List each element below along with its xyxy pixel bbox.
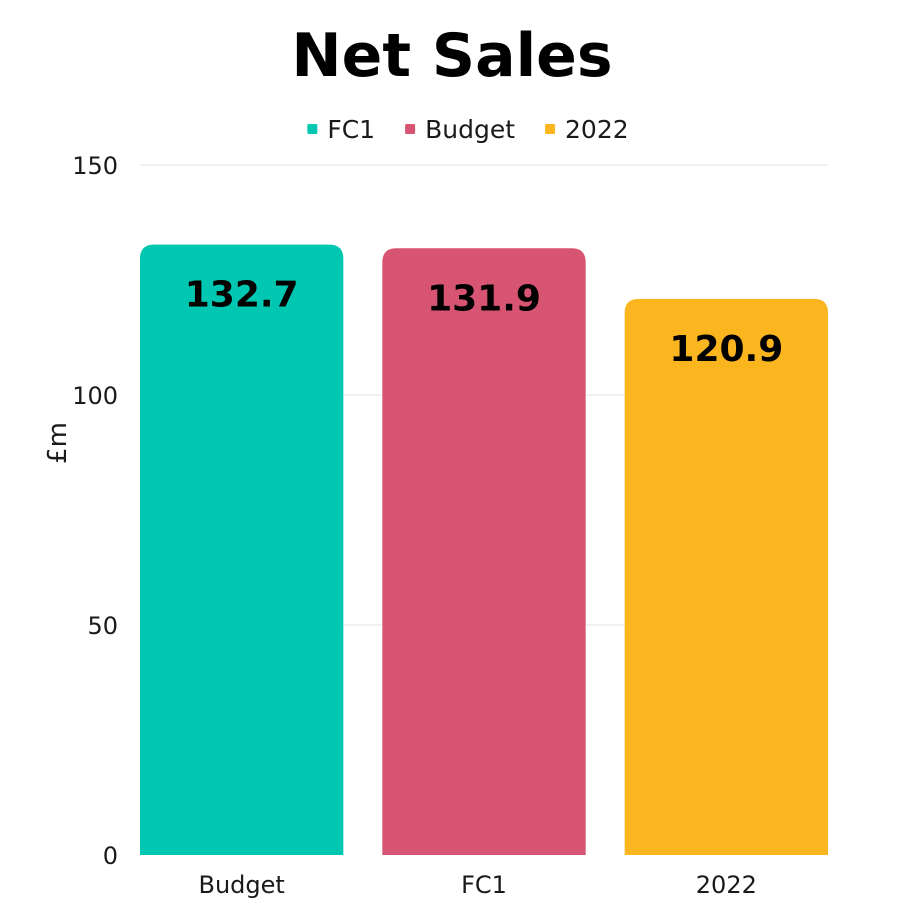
y-tick-label: 50 (87, 612, 118, 640)
data-label: 120.9 (669, 329, 783, 370)
x-category-label: 2022 (696, 871, 757, 899)
bar-2022 (624, 298, 828, 855)
bar-budget (140, 244, 344, 855)
legend-item: Budget (405, 115, 515, 144)
legend-label: 2022 (565, 115, 629, 144)
y-tick-label: 150 (72, 152, 118, 180)
data-labels: 132.7 131.9 120.9 (185, 275, 784, 370)
x-axis-categories: Budget FC1 2022 (199, 871, 757, 899)
legend-item: 2022 (545, 115, 629, 144)
y-tick-label: 100 (72, 382, 118, 410)
legend-item: FC1 (307, 115, 375, 144)
y-axis-label: £m (43, 422, 73, 464)
data-label: 131.9 (427, 278, 541, 319)
x-category-label: FC1 (461, 871, 507, 899)
data-label: 132.7 (185, 275, 299, 316)
bar-fc1 (382, 248, 586, 855)
y-tick-label: 0 (103, 842, 118, 870)
legend-swatch (405, 124, 416, 134)
legend-swatch (545, 124, 556, 134)
x-category-label: Budget (199, 871, 285, 899)
bars (140, 244, 828, 855)
chart-title: Net Sales (291, 21, 612, 91)
y-axis-ticks: 0 50 100 150 (72, 152, 118, 870)
chart-legend: FC1 Budget 2022 (307, 115, 629, 144)
legend-label: Budget (425, 115, 515, 144)
legend-label: FC1 (327, 115, 375, 144)
legend-swatch (307, 124, 318, 134)
